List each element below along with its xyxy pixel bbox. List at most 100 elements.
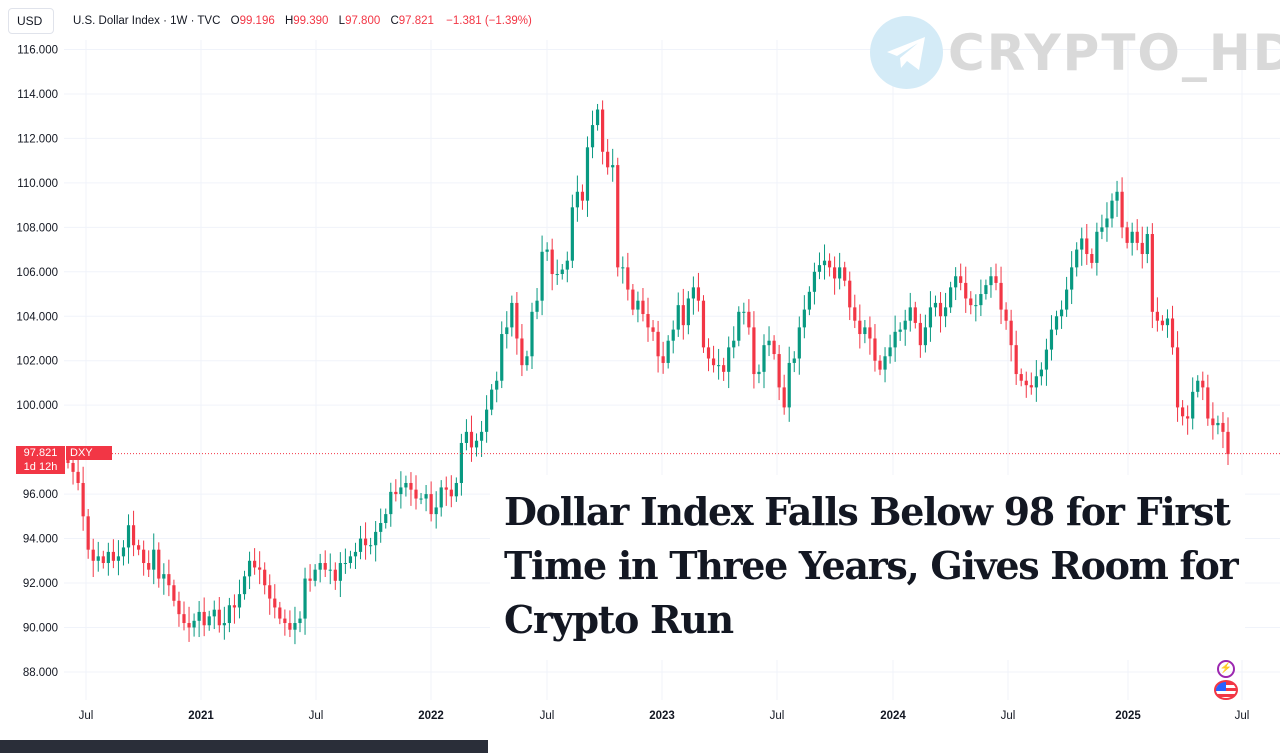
candle — [1120, 177, 1124, 239]
candle-body — [908, 307, 912, 321]
candle — [444, 476, 448, 506]
candle — [1100, 214, 1104, 240]
x-tick-label: 2024 — [880, 710, 906, 722]
candle-body — [888, 347, 892, 357]
close-value: 97.821 — [398, 15, 434, 27]
candle-body — [303, 578, 307, 619]
candle-body — [1125, 227, 1129, 243]
candle-body — [787, 362, 791, 408]
candle-body — [676, 305, 680, 330]
currency-selector[interactable]: USD — [8, 8, 54, 34]
candle-body — [1196, 380, 1200, 392]
candle-body — [833, 267, 837, 279]
candle-body — [767, 340, 771, 346]
candle — [162, 563, 166, 595]
candle — [807, 286, 811, 316]
candle-body — [646, 314, 650, 328]
x-tick-label: Jul — [1235, 710, 1250, 722]
candle-body — [338, 563, 342, 581]
candle — [490, 384, 494, 416]
candle — [878, 355, 882, 376]
candle-body — [1150, 234, 1154, 312]
candle-body — [651, 327, 655, 332]
candle — [706, 338, 711, 372]
candle — [616, 157, 620, 277]
candle-body — [505, 327, 509, 335]
candle — [348, 550, 353, 569]
candle — [363, 522, 368, 560]
candle — [247, 551, 252, 590]
candle-body — [1165, 318, 1170, 326]
candle-body — [268, 585, 272, 599]
candle — [757, 364, 761, 384]
candle-body — [1009, 320, 1013, 346]
bolt-icon[interactable]: ⚡ — [1217, 660, 1235, 678]
candle-body — [999, 282, 1003, 310]
price-label: 97.821 1d 12h — [16, 446, 65, 474]
candle-body — [222, 623, 226, 626]
candle — [979, 279, 983, 317]
candle-body — [1049, 329, 1054, 350]
candle-body — [404, 482, 408, 488]
candle — [510, 295, 514, 337]
candle — [676, 292, 680, 337]
candle — [1165, 309, 1170, 338]
us-flag-icon[interactable] — [1214, 680, 1238, 700]
x-tick-label: 2021 — [188, 710, 214, 722]
candle-body — [1100, 227, 1104, 232]
candle — [1110, 193, 1114, 228]
candle — [374, 520, 378, 562]
candle-body — [1221, 422, 1225, 432]
candle — [1095, 222, 1099, 276]
candle-body — [747, 311, 751, 328]
candle — [1206, 374, 1210, 426]
candle — [495, 371, 499, 403]
candle — [681, 288, 685, 340]
candle — [893, 315, 897, 362]
candle-body — [247, 560, 252, 577]
candle — [1004, 302, 1008, 330]
change-value: −1.381 (−1.39%) — [446, 15, 532, 27]
candle — [394, 479, 398, 502]
candle-body — [1191, 391, 1195, 419]
candle — [989, 267, 993, 298]
candle-body — [288, 623, 292, 630]
candle — [429, 481, 433, 522]
candle — [621, 256, 625, 284]
candle — [202, 597, 206, 637]
candle-body — [1186, 416, 1190, 419]
candle-body — [858, 320, 862, 335]
candle — [550, 238, 554, 291]
y-tick-label: 100.000 — [16, 400, 58, 412]
candle-body — [479, 431, 484, 441]
candle-body — [868, 327, 872, 339]
candle — [101, 550, 105, 569]
candle-body — [394, 491, 398, 495]
low-value: 97.800 — [345, 15, 381, 27]
candle-body — [434, 507, 438, 515]
candle — [333, 562, 337, 590]
candle — [525, 350, 529, 371]
candle-body — [555, 274, 559, 276]
candle — [802, 295, 806, 339]
candle — [711, 345, 716, 373]
candle-body — [933, 302, 938, 308]
candle — [1226, 417, 1230, 465]
candle — [384, 508, 388, 529]
candle-body — [1085, 238, 1089, 255]
candle-body — [1004, 309, 1008, 321]
candle-body — [974, 305, 978, 307]
candle — [303, 567, 307, 635]
last-price-tag: 97.821 1d 12h DXY — [16, 446, 112, 474]
candle-body — [333, 569, 337, 581]
candle-body — [81, 482, 85, 517]
candle-body — [918, 322, 922, 346]
candle — [656, 320, 660, 373]
low-label: L — [338, 15, 346, 27]
y-tick-label: 96.000 — [23, 489, 58, 501]
candle-body — [182, 614, 186, 624]
candle-body — [202, 611, 206, 626]
candle-body — [454, 482, 458, 497]
candle-body — [565, 260, 569, 270]
candle — [81, 466, 85, 531]
